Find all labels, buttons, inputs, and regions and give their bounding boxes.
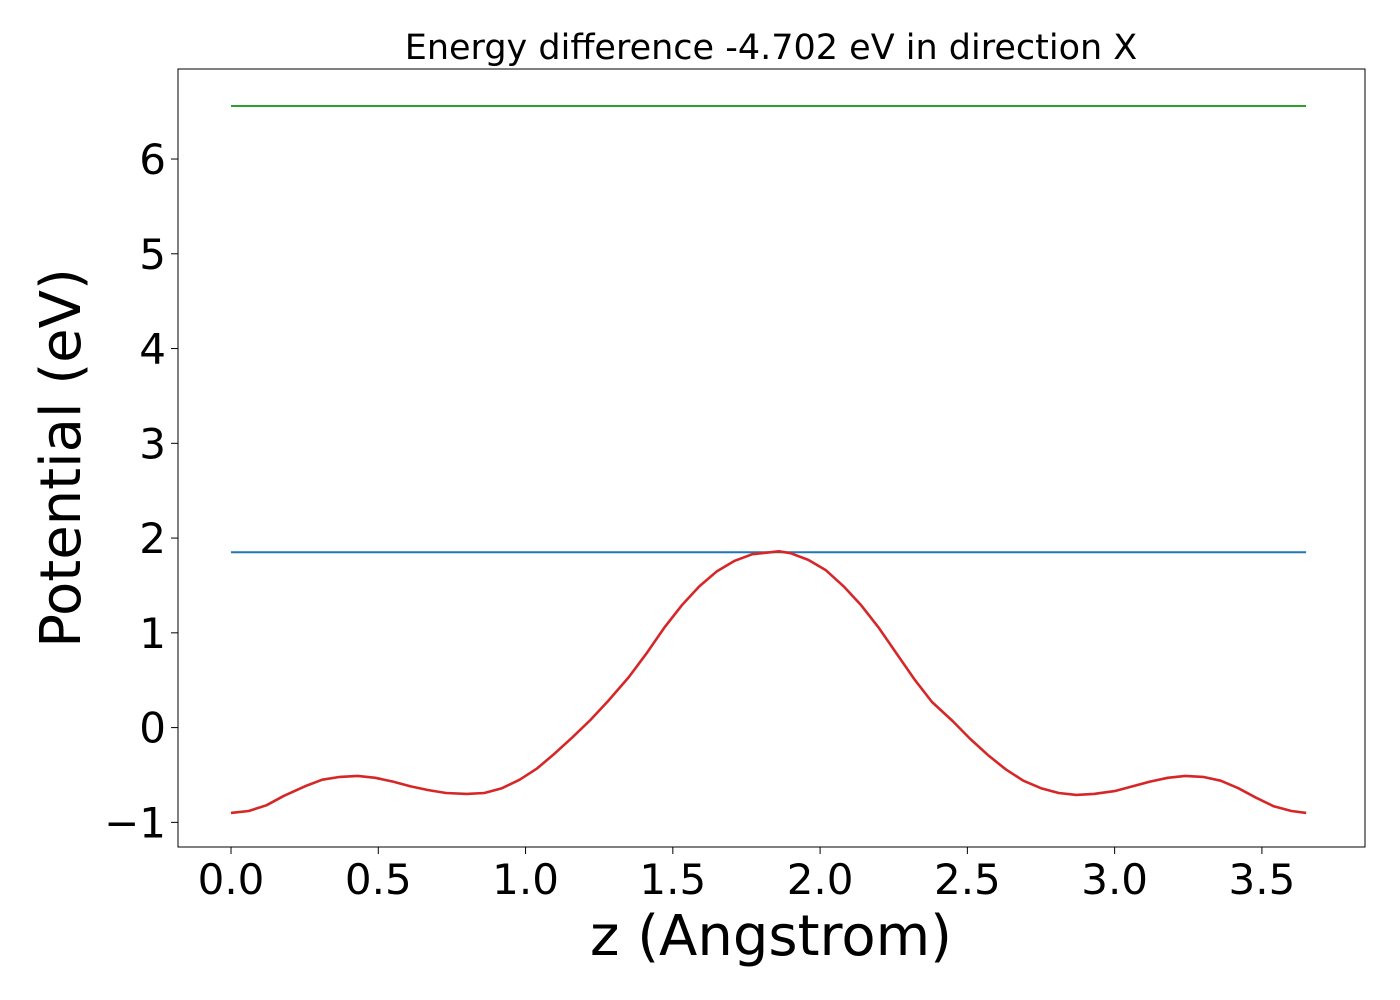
y-tick-label: 5 — [139, 230, 166, 279]
plot-area — [177, 68, 1366, 848]
x-tick-label: 3.5 — [1229, 855, 1296, 904]
y-axis-label: Potential (eV) — [29, 268, 94, 648]
y-tick-label: 4 — [139, 325, 166, 374]
y-tick-label: −1 — [104, 798, 166, 847]
series-layer — [230, 105, 1307, 815]
y-tick-label: 2 — [139, 514, 166, 563]
y-tick-label: 0 — [139, 704, 166, 753]
x-tick-label: 1.5 — [639, 855, 706, 904]
x-axis-label: z (Angstrom) — [590, 904, 952, 969]
y-axis: −1 0 1 2 3 4 5 6 — [104, 135, 178, 847]
y-tick-label: 1 — [139, 609, 166, 658]
series-line-3 — [230, 549, 1307, 815]
y-tick-label: 3 — [139, 419, 166, 468]
x-tick-label: 0.0 — [198, 855, 265, 904]
x-tick-label: 1.0 — [492, 855, 559, 904]
y-tick-label: 6 — [139, 135, 166, 184]
x-tick-label: 0.5 — [345, 855, 412, 904]
x-tick-label: 2.5 — [934, 855, 1001, 904]
x-tick-label: 3.0 — [1081, 855, 1148, 904]
chart-title: Energy difference -4.702 eV in direction… — [405, 28, 1138, 68]
x-tick-label: 2.0 — [787, 855, 854, 904]
x-axis: 0.0 0.5 1.0 1.5 2.0 2.5 3.0 3.5 — [198, 847, 1296, 904]
